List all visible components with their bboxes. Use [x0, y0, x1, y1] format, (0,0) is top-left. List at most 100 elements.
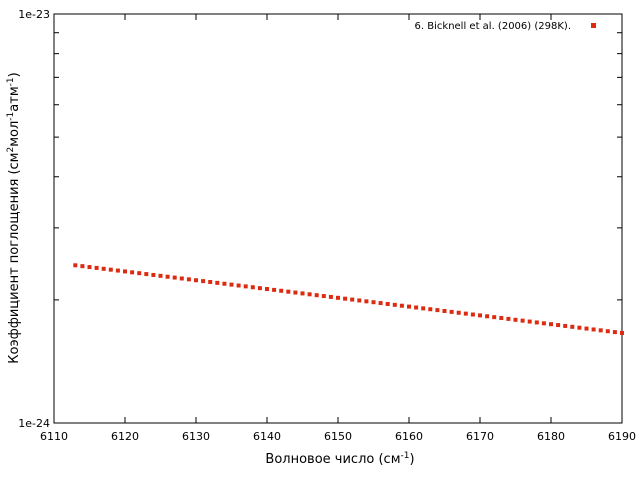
data-point [343, 296, 348, 301]
axis-tick-labels: 6110 6120 6130 6140 6150 6160 6170 6180 6190 1e-2… [18, 8, 636, 443]
data-point [229, 282, 234, 287]
data-point [279, 288, 284, 293]
x-tick-label: 6170 [466, 430, 494, 443]
data-point [620, 330, 624, 335]
data-point [357, 298, 362, 303]
data-point [158, 273, 163, 278]
y-tick-label: 1e-23 [18, 8, 50, 21]
legend-label: 6. Bicknell et al. (2006) (298K). [415, 21, 571, 32]
y-axis-title-part: атм [7, 86, 22, 111]
data-point [612, 330, 617, 335]
data-point [442, 309, 447, 313]
data-point [485, 314, 490, 319]
data-point [208, 279, 213, 284]
x-tick-label: 6110 [40, 430, 68, 443]
data-point [591, 327, 596, 332]
data-point [172, 275, 177, 280]
data-point [541, 321, 546, 326]
data-point [73, 263, 78, 268]
x-tick-label: 6150 [324, 430, 352, 443]
legend: 6. Bicknell et al. (2006) (298K). [415, 21, 596, 32]
data-point [321, 294, 326, 299]
data-point [257, 286, 262, 291]
data-point [194, 278, 198, 283]
data-point [534, 320, 539, 325]
data-point [556, 323, 561, 328]
data-point [265, 287, 269, 292]
data-point [392, 302, 397, 307]
data-point [364, 299, 369, 304]
data-point [470, 312, 475, 317]
y-axis-title-sup: -1 [6, 112, 16, 121]
data-point [449, 309, 454, 314]
data-point [186, 277, 191, 282]
data-point [115, 268, 120, 273]
data-point [243, 284, 248, 289]
data-point [80, 264, 85, 269]
data-point [563, 323, 568, 328]
data-point [570, 324, 575, 329]
data-point [520, 318, 525, 323]
data-point [399, 303, 404, 308]
data-point [300, 291, 305, 296]
y-tick-label: 1e-24 [18, 417, 50, 430]
data-point [492, 315, 497, 320]
data-point [336, 295, 340, 300]
data-point [350, 297, 355, 302]
data-point [201, 279, 206, 284]
data-point [144, 272, 149, 277]
data-point [598, 328, 603, 333]
data-point [236, 283, 241, 288]
data-point [428, 307, 433, 312]
data-points [73, 263, 624, 335]
data-point [272, 287, 277, 292]
data-point [123, 269, 127, 274]
data-point [151, 272, 156, 277]
data-point [371, 300, 376, 305]
plot-frame [53, 13, 623, 424]
y-axis-title-part: мол [7, 121, 22, 147]
data-point [130, 270, 135, 275]
data-point [87, 265, 92, 270]
data-point [456, 310, 461, 315]
x-tick-label: 6180 [537, 430, 565, 443]
data-point [478, 313, 482, 318]
data-point [499, 316, 504, 321]
data-point [328, 294, 333, 299]
data-point [94, 265, 99, 270]
data-point [584, 326, 589, 331]
data-point [414, 305, 419, 310]
data-point [605, 329, 610, 334]
data-point [549, 322, 553, 327]
data-point [250, 285, 255, 290]
data-point [314, 293, 319, 298]
data-point [286, 289, 291, 294]
legend-swatch [591, 23, 596, 28]
x-axis-title-sup: -1 [401, 451, 410, 461]
data-point [222, 281, 227, 286]
y-axis-title-sup: 2 [6, 147, 16, 153]
x-tick-label: 6160 [395, 430, 423, 443]
data-point [527, 319, 532, 324]
axis-ticks [53, 13, 623, 424]
y-axis-title-part: Коэффициент поглощения (см [7, 153, 22, 364]
data-point [293, 290, 298, 295]
y-axis-title-sup: -1 [6, 77, 16, 86]
x-tick-label: 6130 [182, 430, 210, 443]
x-axis-title: Волновое число (см-1) [265, 451, 414, 467]
x-axis-title-main: Волновое число (см [265, 452, 400, 467]
x-tick-label: 6140 [253, 430, 281, 443]
y-axis-title: Коэффициент поглощения (см2мол-1атм-1) [6, 72, 22, 363]
data-point [307, 292, 312, 297]
y-axis-title-part: ) [7, 72, 22, 77]
x-axis-title-end: ) [409, 452, 414, 467]
data-point [513, 317, 518, 322]
data-point [179, 276, 184, 281]
data-point [506, 316, 511, 321]
data-point [407, 304, 411, 309]
data-point [463, 311, 468, 316]
data-point [108, 267, 113, 272]
data-point [215, 280, 220, 285]
data-point [137, 271, 142, 276]
